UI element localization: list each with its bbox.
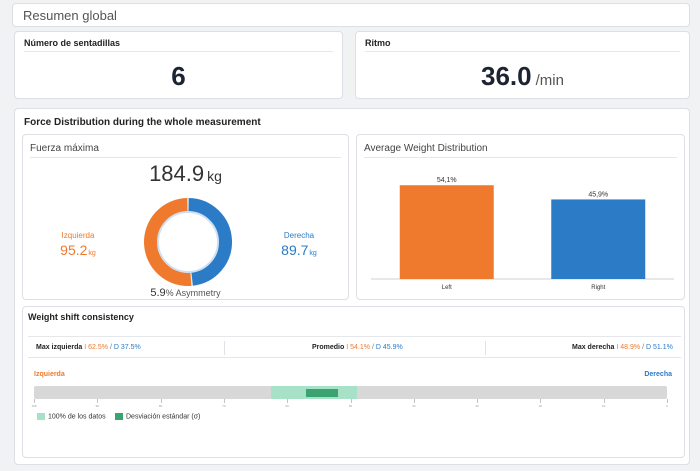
scale-tick — [477, 399, 479, 403]
stat-average-left: I 54.1% — [346, 344, 370, 351]
stat-sep: / — [108, 344, 114, 351]
right-force-value: 89.7kg — [269, 242, 329, 258]
scale-tick — [540, 399, 542, 403]
std-deviation-range — [306, 389, 338, 397]
scale-ticks: 100 90 80 70 60 50 40 30 20 10 0 — [31, 399, 668, 413]
squat-count-label: Número de sentadillas — [24, 38, 121, 48]
squat-count-value: 6 — [15, 61, 342, 92]
stat-average-label: Promedio — [312, 344, 345, 351]
bar-right — [551, 199, 646, 279]
scale-tick-label: 70 — [222, 404, 226, 408]
legend-full-label: 100% de los datos — [48, 413, 106, 421]
scale-tick — [603, 399, 605, 403]
donut-left-segment — [144, 198, 192, 286]
legend-std-swatch — [115, 413, 123, 420]
scale-tick-label: 90 — [95, 404, 99, 408]
left-force-label: Izquierda — [61, 231, 95, 240]
stat-sep: / — [640, 344, 646, 351]
bar-value-label: 45,9% — [588, 191, 608, 198]
scale-tick — [223, 399, 225, 403]
scale-tick-label: 60 — [285, 404, 289, 408]
weight-bar-chart: 54,1% Left 45,9% Right — [371, 177, 674, 291]
rhythm-card: Ritmo 36.0/min — [355, 31, 690, 99]
scale-tick — [287, 399, 289, 403]
weight-shift-track — [34, 386, 667, 399]
scale-tick-label: 50 — [348, 404, 353, 408]
asymmetry-value: 5.9 — [150, 287, 166, 299]
stat-average-right: D 45.9% — [375, 344, 403, 351]
scale-tick-label: 100 — [31, 404, 37, 408]
divider — [24, 51, 333, 52]
category-label: Left — [442, 285, 452, 291]
stat-max-left-label: Max izquierda — [36, 344, 83, 351]
donut-right-segment — [188, 198, 232, 286]
bar-value-label: 54,1% — [437, 177, 457, 184]
stat-sep: / — [370, 344, 376, 351]
scale-tick — [160, 399, 162, 403]
stat-max-right-left: I 48.9% — [616, 344, 641, 351]
scale-tick-label: 30 — [475, 404, 479, 408]
rhythm-value: 36.0/min — [356, 61, 689, 92]
divider — [365, 51, 680, 52]
stat-max-right-label: Max derecha — [572, 344, 615, 351]
rhythm-number: 36.0 — [481, 61, 532, 91]
category-label: Right — [591, 285, 605, 291]
scale-tick — [413, 399, 415, 403]
scale-tick-label: 80 — [158, 404, 163, 408]
right-force-unit: kg — [309, 250, 317, 257]
right-force-label: Derecha — [283, 231, 315, 240]
weight-shift-section: Weight shift consistency Max izquierda I… — [22, 306, 685, 458]
max-force-panel: Fuerza máxima 184.9 kg Izquierda 95.2kg D… — [22, 134, 349, 300]
scale-tick — [97, 399, 99, 403]
shift-stats-row: Max izquierda I 62.5% / D 37.5% Promedio… — [28, 336, 681, 358]
scale-tick-label: 10 — [602, 404, 606, 408]
range-left-label: Izquierda — [34, 371, 65, 378]
force-section-title: Force Distribution during the whole meas… — [24, 117, 261, 128]
scale-tick — [34, 399, 35, 403]
total-force: 184.9 kg — [23, 161, 348, 187]
stat-max-right: Max derecha I 48.9% / D 51.1% — [572, 344, 673, 351]
asymmetry: 5.9% Asymmetry — [23, 287, 348, 299]
squat-count-number: 6 — [171, 61, 186, 91]
max-force-title: Fuerza máxima — [30, 143, 99, 154]
legend-std-label: Desviación estándar (σ) — [126, 413, 201, 421]
asymmetry-text: % Asymmetry — [165, 288, 221, 298]
total-force-value: 184.9 — [149, 161, 205, 186]
stat-max-left: Max izquierda I 62.5% / D 37.5% — [36, 344, 141, 351]
legend-full-data: 100% de los datos — [37, 413, 106, 420]
force-donut-chart — [144, 198, 232, 286]
scale-tick-label: 0 — [666, 404, 668, 408]
rhythm-unit: /min — [535, 72, 564, 89]
stat-max-left-right: D 37.5% — [113, 344, 141, 351]
squat-count-card: Número de sentadillas 6 — [14, 31, 343, 99]
divider — [30, 157, 341, 158]
divider — [364, 157, 677, 158]
rhythm-label: Ritmo — [365, 38, 391, 48]
left-force-number: 95.2 — [60, 242, 88, 258]
scale-tick — [667, 399, 668, 403]
divider — [485, 341, 486, 355]
average-weight-title: Average Weight Distribution — [364, 143, 488, 154]
divider — [224, 341, 225, 355]
left-force-unit: kg — [88, 250, 96, 257]
page-title: Resumen global — [23, 8, 117, 23]
scale-tick-label: 20 — [538, 404, 543, 408]
scale-tick-label: 40 — [412, 404, 416, 408]
range-right-label: Derecha — [644, 371, 672, 378]
weight-shift-title: Weight shift consistency — [28, 312, 134, 322]
left-force-value: 95.2kg — [48, 242, 108, 258]
total-force-unit: kg — [207, 168, 222, 184]
stat-max-right-right: D 51.1% — [645, 344, 673, 351]
right-force-number: 89.7 — [281, 242, 309, 258]
stat-average: Promedio I 54.1% / D 45.9% — [312, 344, 403, 351]
stat-max-left-left: I 62.5% — [84, 344, 108, 351]
average-weight-panel: Average Weight Distribution 54,1% Left 45,… — [356, 134, 685, 300]
donut-inner-ring — [157, 211, 219, 273]
bar-left — [399, 185, 494, 279]
scale-tick — [350, 399, 352, 403]
legend-full-swatch — [37, 413, 45, 420]
summary-header: Resumen global — [12, 3, 690, 27]
legend-std: Desviación estándar (σ) — [115, 413, 200, 420]
